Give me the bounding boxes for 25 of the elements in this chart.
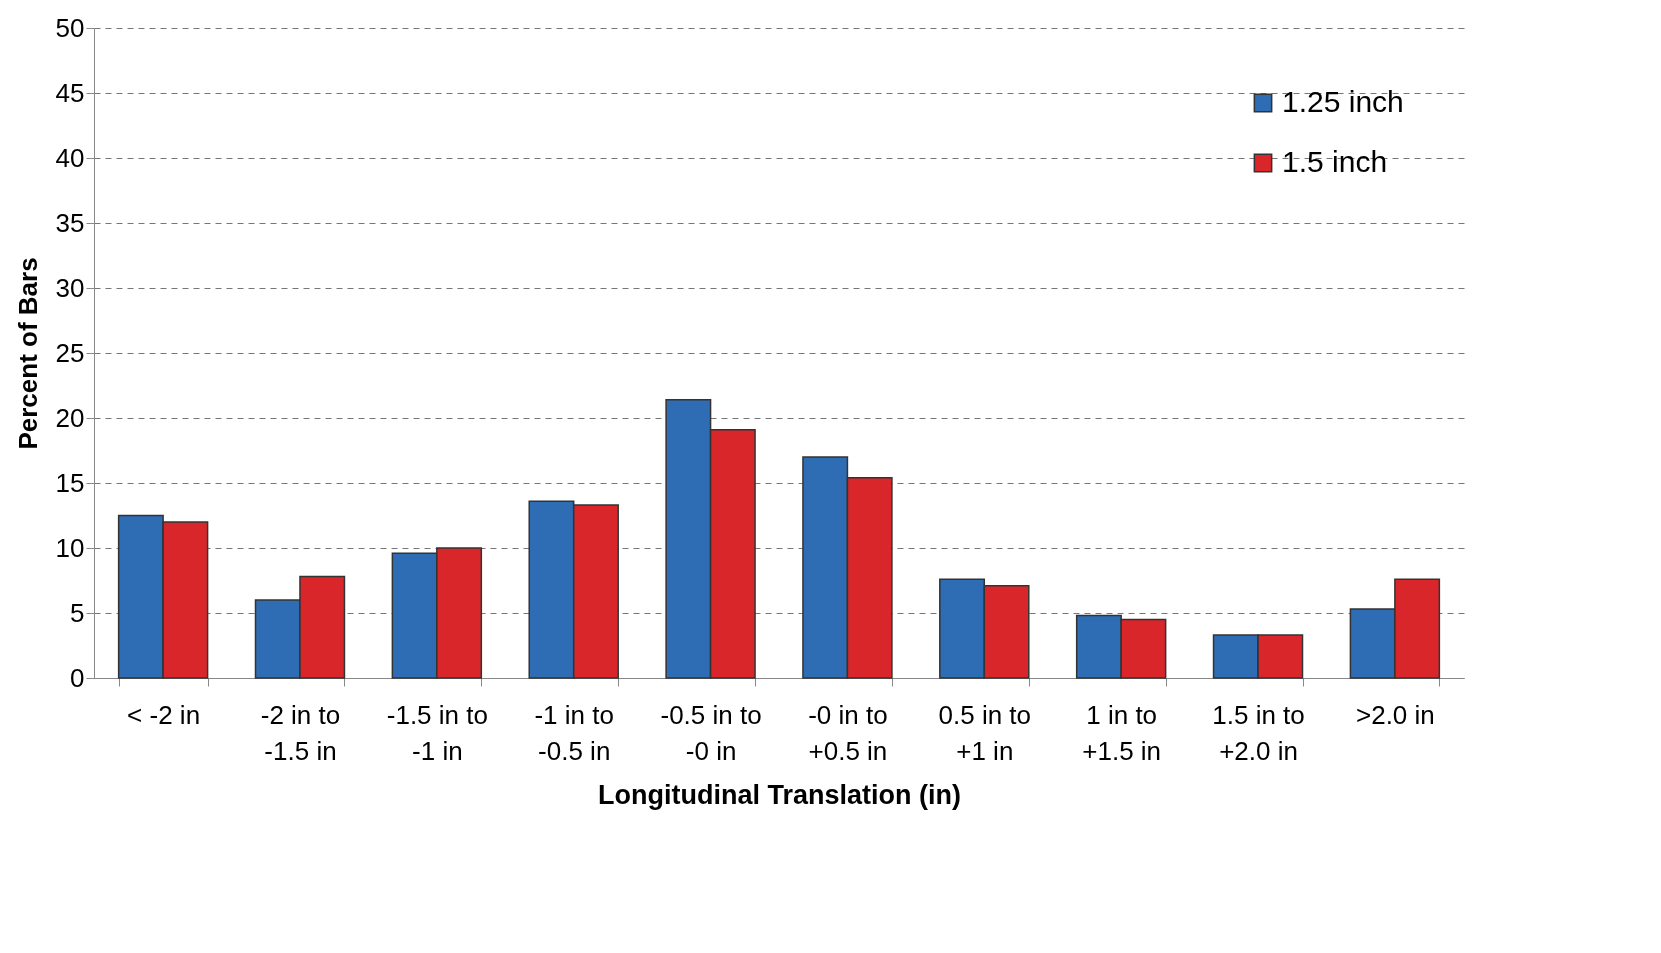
- legend-label: 1.5 inch: [1282, 145, 1388, 178]
- x-axis-title: Longitudinal Translation (in): [598, 779, 961, 810]
- legend-label: 1.25 inch: [1282, 85, 1404, 118]
- y-axis-title: Percent of Bars: [12, 257, 43, 450]
- y-tick-label: 40: [55, 142, 85, 173]
- y-tick-label: 45: [55, 77, 85, 108]
- x-tick-label: -0.5 in to -0 in: [660, 699, 762, 766]
- x-tick-label: 1 in to +1.5 in: [1082, 699, 1162, 766]
- x-tick-label: -2 in to -1.5 in: [260, 699, 341, 766]
- y-tick-label: 5: [70, 597, 85, 628]
- y-tick-label: 0: [70, 662, 85, 693]
- x-tick-label: >2.0 in: [1355, 699, 1435, 730]
- y-tick-label: 35: [55, 207, 85, 238]
- y-tick-label: 50: [55, 12, 85, 43]
- x-tick-label: -0 in to +0.5 in: [808, 699, 888, 766]
- y-tick-label: 15: [55, 467, 85, 498]
- x-tick-label: 1.5 in to +2.0 in: [1212, 699, 1305, 766]
- y-tick-label: 20: [55, 402, 85, 433]
- x-tick-label: 0.5 in to +1 in: [938, 699, 1032, 766]
- x-tick-label: -1 in to -0.5 in: [534, 699, 614, 766]
- y-tick-label: 30: [55, 272, 85, 303]
- x-tick-label: -1.5 in to -1 in: [386, 699, 488, 766]
- y-tick-label: 25: [55, 337, 85, 368]
- y-tick-label: 10: [55, 532, 85, 563]
- x-tick-label: < -2 in: [127, 699, 201, 730]
